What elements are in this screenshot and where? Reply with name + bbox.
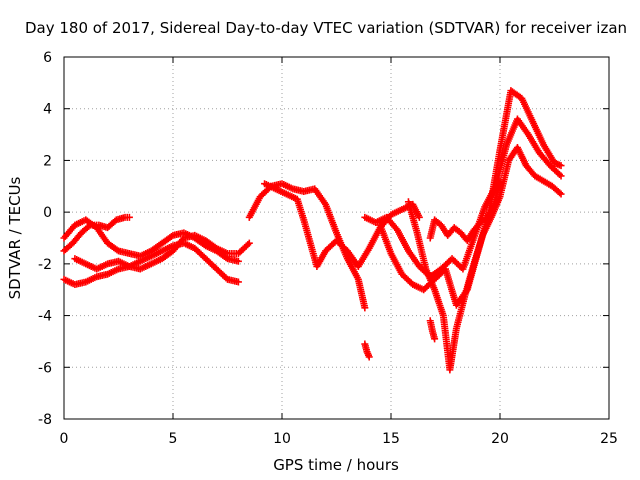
data-point: [125, 213, 133, 221]
series-arc4: [71, 231, 253, 273]
y-tick-label: -6: [38, 360, 52, 376]
series-arc5: [245, 180, 369, 312]
series-arc9: [404, 144, 565, 374]
data-point: [365, 353, 373, 361]
x-tick-label: 25: [600, 431, 618, 447]
data-point: [557, 190, 565, 198]
data-point: [361, 304, 369, 312]
series-arc12: [361, 340, 373, 361]
y-tick-label: -2: [38, 257, 52, 273]
data-point: [431, 335, 439, 343]
series-arc11: [426, 317, 439, 343]
chart-title: Day 180 of 2017, Sidereal Day-to-day VTE…: [25, 19, 627, 37]
y-tick-label: -8: [38, 412, 52, 428]
data-point: [557, 172, 565, 180]
x-tick-label: 20: [491, 431, 509, 447]
data-point: [557, 162, 565, 170]
series-arc6: [261, 180, 423, 270]
y-tick-label: 4: [43, 102, 52, 118]
series-arc3: [60, 239, 242, 289]
y-tick-label: 2: [43, 153, 52, 169]
data-points: [60, 87, 565, 374]
data-point: [234, 257, 242, 265]
series-arc10: [426, 177, 504, 245]
data-point: [556, 189, 564, 197]
x-tick-label: 5: [169, 431, 178, 447]
data-point: [245, 239, 253, 247]
data-point: [415, 213, 423, 221]
x-axis-label: GPS time / hours: [273, 456, 399, 474]
x-tick-label: 0: [60, 431, 69, 447]
y-tick-label: 0: [43, 205, 52, 221]
data-point: [234, 278, 242, 286]
y-axis-label: SDTVAR / TECUs: [6, 176, 24, 299]
y-tick-label: 6: [43, 50, 52, 66]
x-tick-label: 10: [273, 431, 291, 447]
data-point: [85, 222, 93, 230]
grid-lines: [64, 57, 609, 419]
x-tick-label: 15: [382, 431, 400, 447]
y-tick-label: -4: [38, 309, 52, 325]
series-arc2: [60, 213, 133, 255]
axis-ticks: 0 5 10 15 20 25 -8 -6 -4 -2 0 2 4 6: [38, 50, 618, 447]
data-point: [496, 177, 504, 185]
